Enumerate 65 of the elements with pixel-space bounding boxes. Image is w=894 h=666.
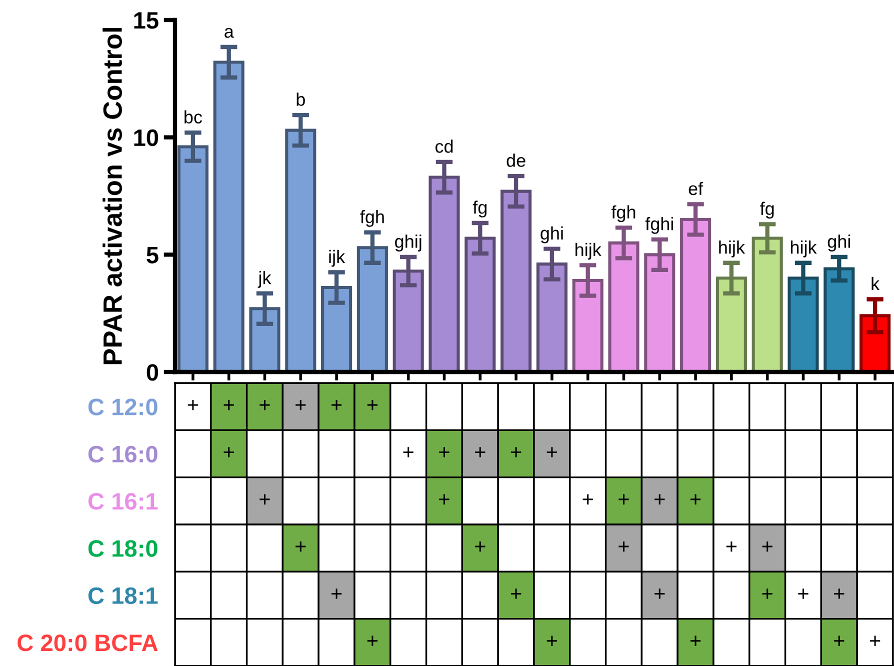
text: + — [834, 636, 844, 646]
text: + — [439, 447, 450, 458]
data-label: hijk — [719, 240, 746, 258]
text: + — [618, 541, 629, 552]
text: + — [762, 541, 772, 552]
text: + — [654, 494, 665, 504]
text: + — [260, 400, 270, 410]
text: + — [367, 400, 378, 410]
text: + — [762, 588, 772, 599]
data-label: k — [872, 276, 880, 290]
data-label: fg — [472, 200, 487, 218]
data-label: fgh — [611, 205, 636, 222]
data-label: fgh — [360, 210, 384, 227]
data-label: ghi — [828, 234, 850, 252]
data-label: fghi — [645, 217, 673, 234]
y-tick-label: C 16:1 — [88, 492, 158, 510]
text: + — [224, 400, 234, 410]
data-label: ef — [688, 182, 704, 196]
text: + — [188, 400, 198, 410]
text: + — [726, 541, 737, 552]
text: + — [870, 636, 880, 646]
y-tick-label: 0 — [146, 364, 158, 381]
text: + — [224, 447, 234, 458]
y-tick-label: 15 — [134, 12, 158, 29]
text: + — [798, 588, 808, 599]
data-label: ijk — [329, 250, 346, 267]
y-tick-label: C 16:0 — [88, 446, 158, 463]
text: + — [296, 541, 306, 552]
text: + — [546, 636, 558, 646]
text: + — [510, 447, 522, 458]
y-tick-label: 5 — [146, 246, 158, 264]
text: + — [403, 447, 414, 458]
text: + — [367, 636, 378, 646]
data-label: hijk — [576, 242, 602, 260]
text: + — [654, 588, 665, 599]
text: + — [475, 541, 486, 552]
data-label: hijk — [790, 240, 817, 258]
y-tick-label: C 12:0 — [88, 398, 158, 416]
data-label: ghi — [540, 226, 563, 244]
data-label: de — [506, 154, 526, 167]
text: + — [331, 400, 342, 410]
y-tick-label: C 18:0 — [88, 540, 158, 557]
text: + — [582, 494, 593, 504]
data-label: b — [296, 92, 305, 106]
data-label: cd — [435, 140, 453, 153]
text: + — [690, 494, 701, 504]
y-tick-label: C 18:1 — [88, 587, 158, 604]
text: + — [546, 447, 558, 458]
text: + — [690, 636, 701, 646]
y-axis-title: PPAR activation vs Control — [102, 28, 122, 364]
text: + — [475, 447, 486, 458]
text: + — [331, 588, 342, 599]
text: + — [260, 494, 270, 504]
text: + — [834, 588, 844, 599]
data-label: a — [224, 28, 234, 38]
data-label: fg — [760, 202, 774, 219]
text: + — [439, 494, 450, 504]
text: + — [618, 494, 629, 504]
text: + — [510, 588, 522, 599]
y-tick-label: 10 — [134, 129, 158, 146]
y-tick-label: C 20:0 BCFA — [18, 634, 158, 652]
data-label: bc — [184, 110, 202, 124]
text: + — [296, 400, 306, 410]
data-label: jk — [258, 271, 272, 288]
data-label: ghij — [395, 234, 422, 252]
